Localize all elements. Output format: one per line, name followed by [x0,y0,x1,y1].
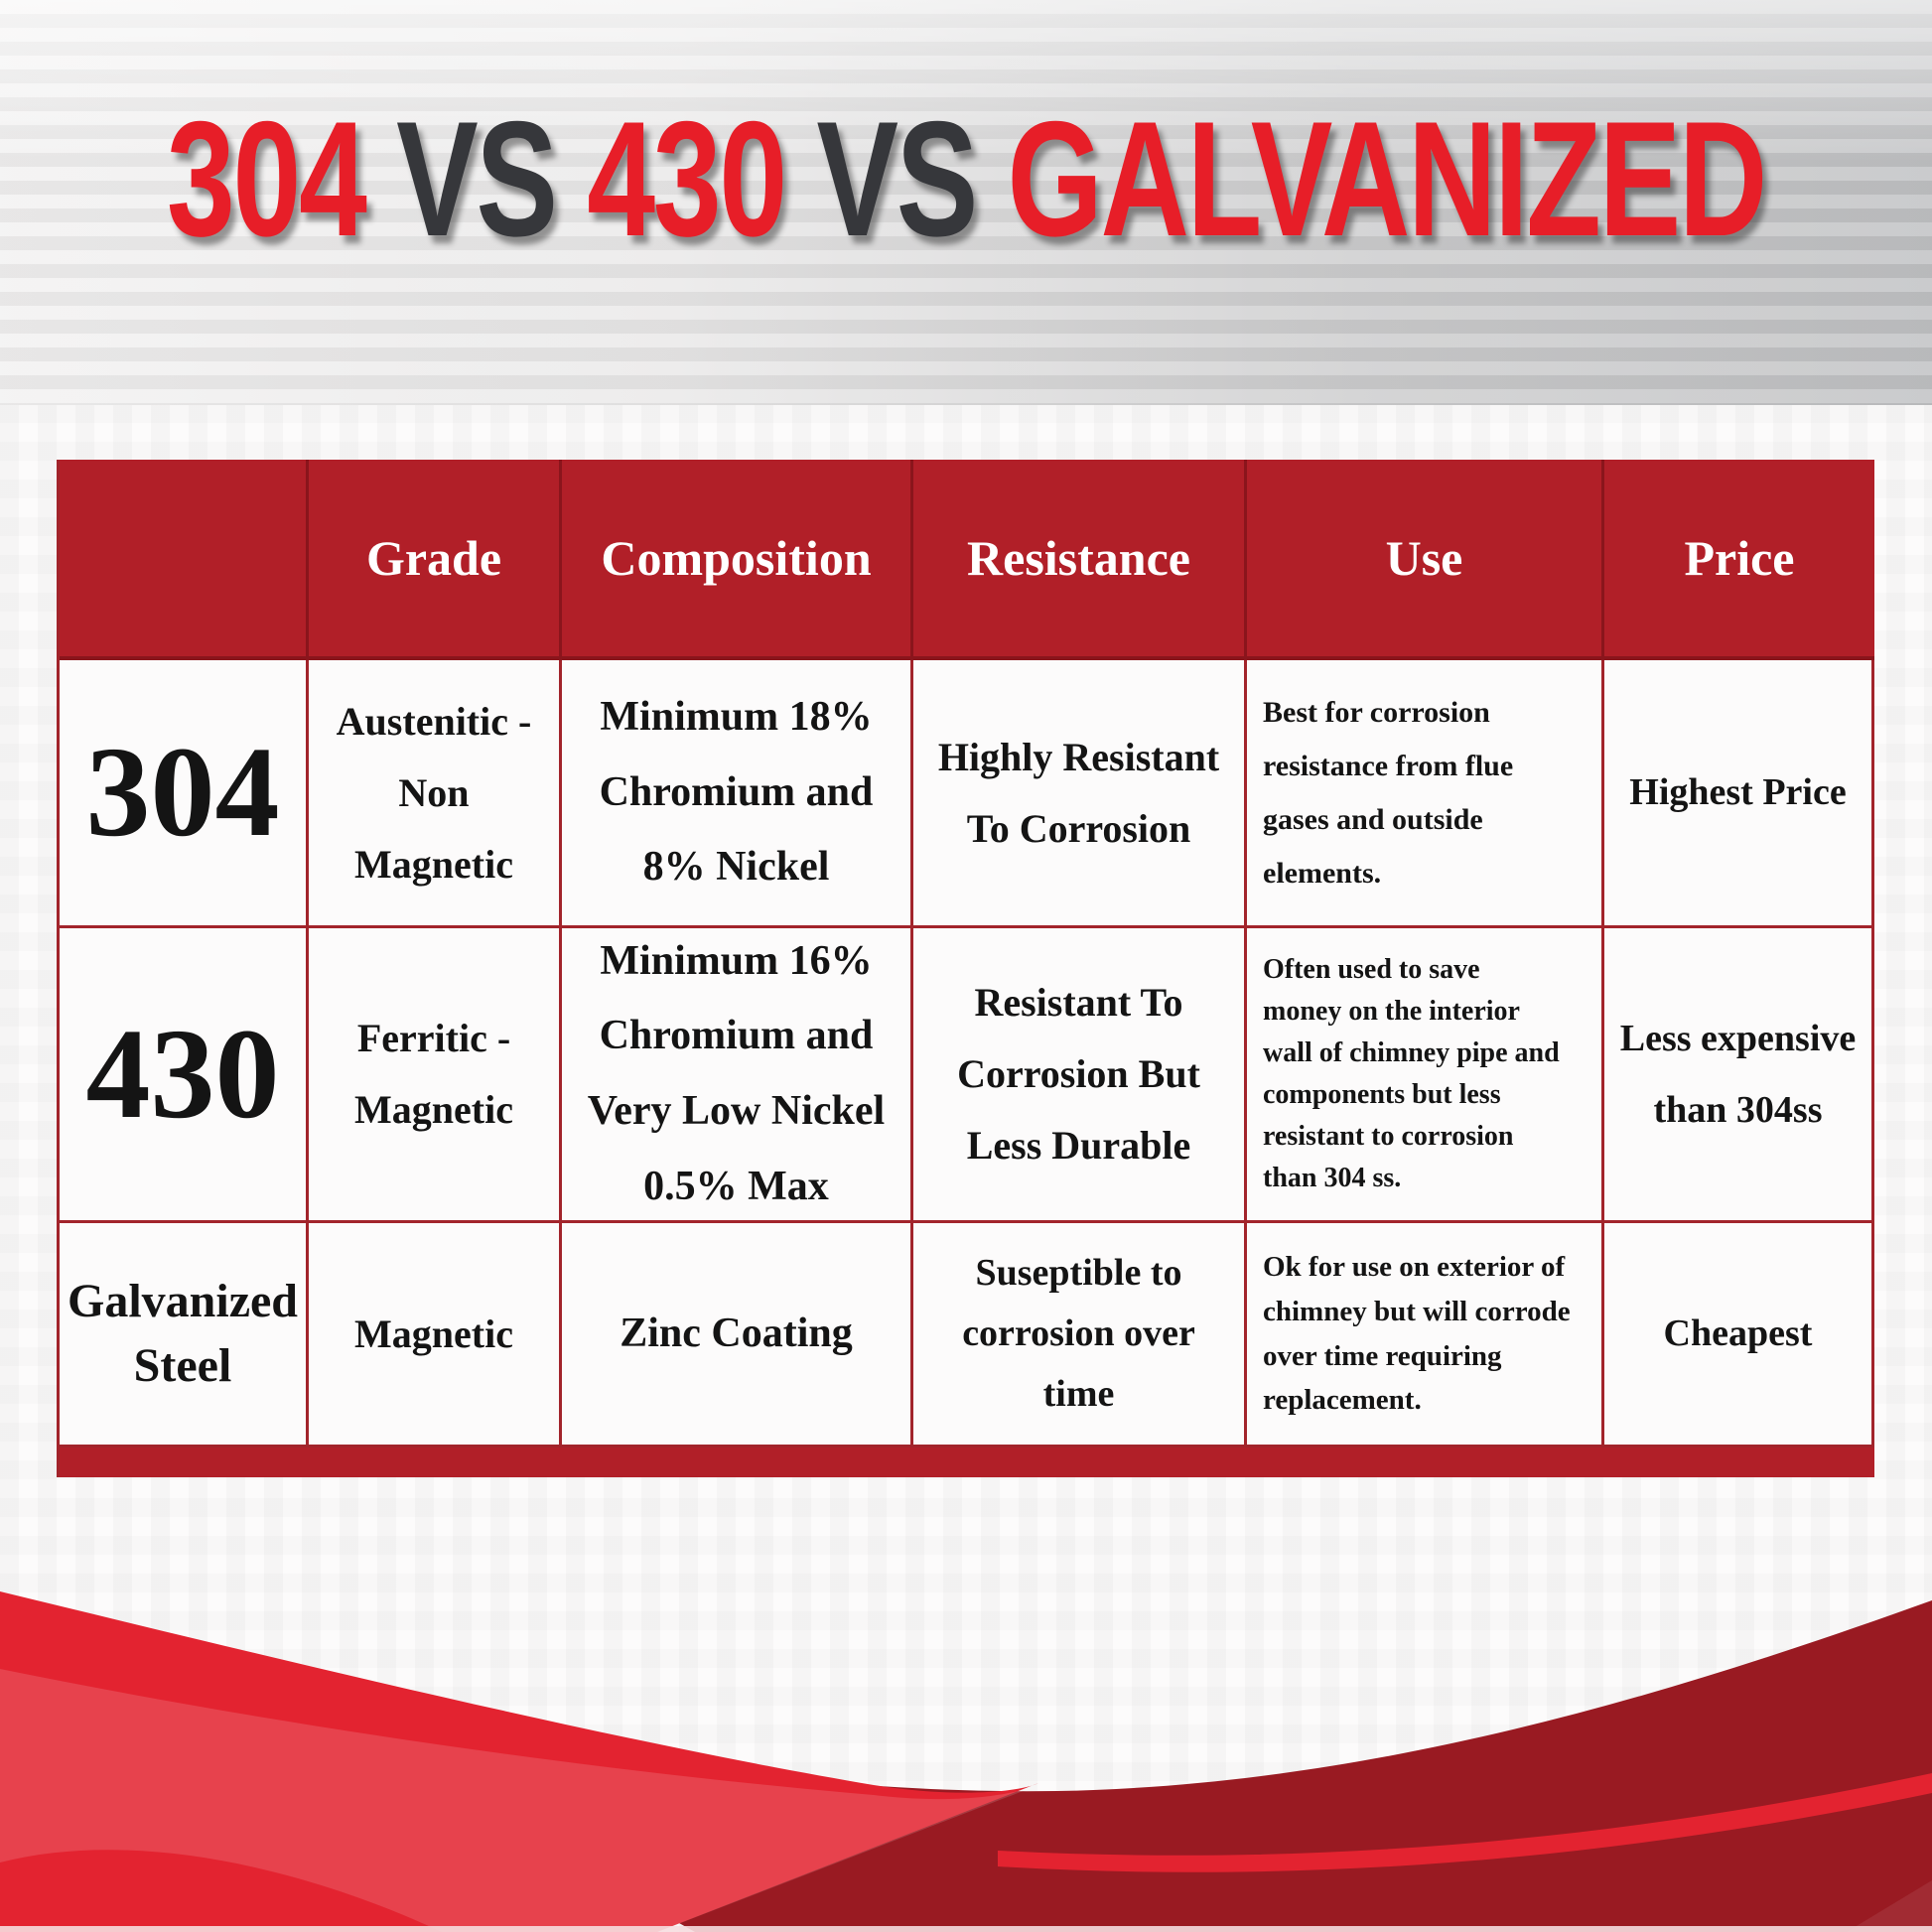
wave-highlight [0,1669,1038,1932]
cell-430-price: Less expensive than 304ss [1604,928,1874,1223]
title-word-vs-2: VS [816,87,978,270]
header-cell-use: Use [1247,460,1604,660]
cell-304-label: 304 [60,660,309,928]
cell-304-price: Highest Price [1604,660,1874,928]
cell-430-composition: Minimum 16% Chromium and Very Low Nickel… [562,928,913,1223]
header-cell-resistance: Resistance [913,460,1247,660]
header-empty-cell [60,460,309,660]
title-word-430: 430 [587,87,787,270]
title-word-304: 304 [166,87,367,270]
cell-430-grade: Ferritic - Magnetic [309,928,562,1223]
bottom-edge-line [0,1926,1932,1932]
title-word-galvanized: GALVANIZED [1007,87,1768,270]
cell-galvanized-label: Galvanized Steel [60,1223,309,1448]
cell-430-label: 430 [60,928,309,1223]
cell-430-resistance: Resistant To Corrosion But Less Durable [913,928,1247,1223]
page-title: 304 VS 430 VS GALVANIZED [167,87,1767,270]
table-footer-band [60,1448,1874,1477]
wave-corner-highlight [1847,1880,1932,1932]
cell-304-composition: Minimum 18% Chromium and 8% Nickel [562,660,913,928]
header-cell-price: Price [1604,460,1874,660]
cell-galvanized-resistance: Suseptible to corrosion over time [913,1223,1247,1448]
title-word-vs-1: VS [396,87,558,270]
cell-galvanized-price: Cheapest [1604,1223,1874,1448]
gray-gradient-band [0,0,1932,405]
cell-304-resistance: Highly Resistant To Corrosion [913,660,1247,928]
cell-galvanized-composition: Zinc Coating [562,1223,913,1448]
header-cell-composition: Composition [562,460,913,660]
cell-304-use: Best for corrosion resistance from flue … [1247,660,1604,928]
cell-galvanized-use: Ok for use on exterior of chimney but wi… [1247,1223,1604,1448]
cell-430-use: Often used to save money on the interior… [1247,928,1604,1223]
cell-galvanized-grade: Magnetic [309,1223,562,1448]
cell-304-grade: Austenitic - Non Magnetic [309,660,562,928]
wave-graphic [0,1591,1932,1932]
comparison-table: Grade Composition Resistance Use Price 3… [57,460,1874,1477]
header-cell-grade: Grade [309,460,562,660]
wave-stripe [998,1773,1932,1872]
wave-bright-shape [0,1591,1038,1932]
